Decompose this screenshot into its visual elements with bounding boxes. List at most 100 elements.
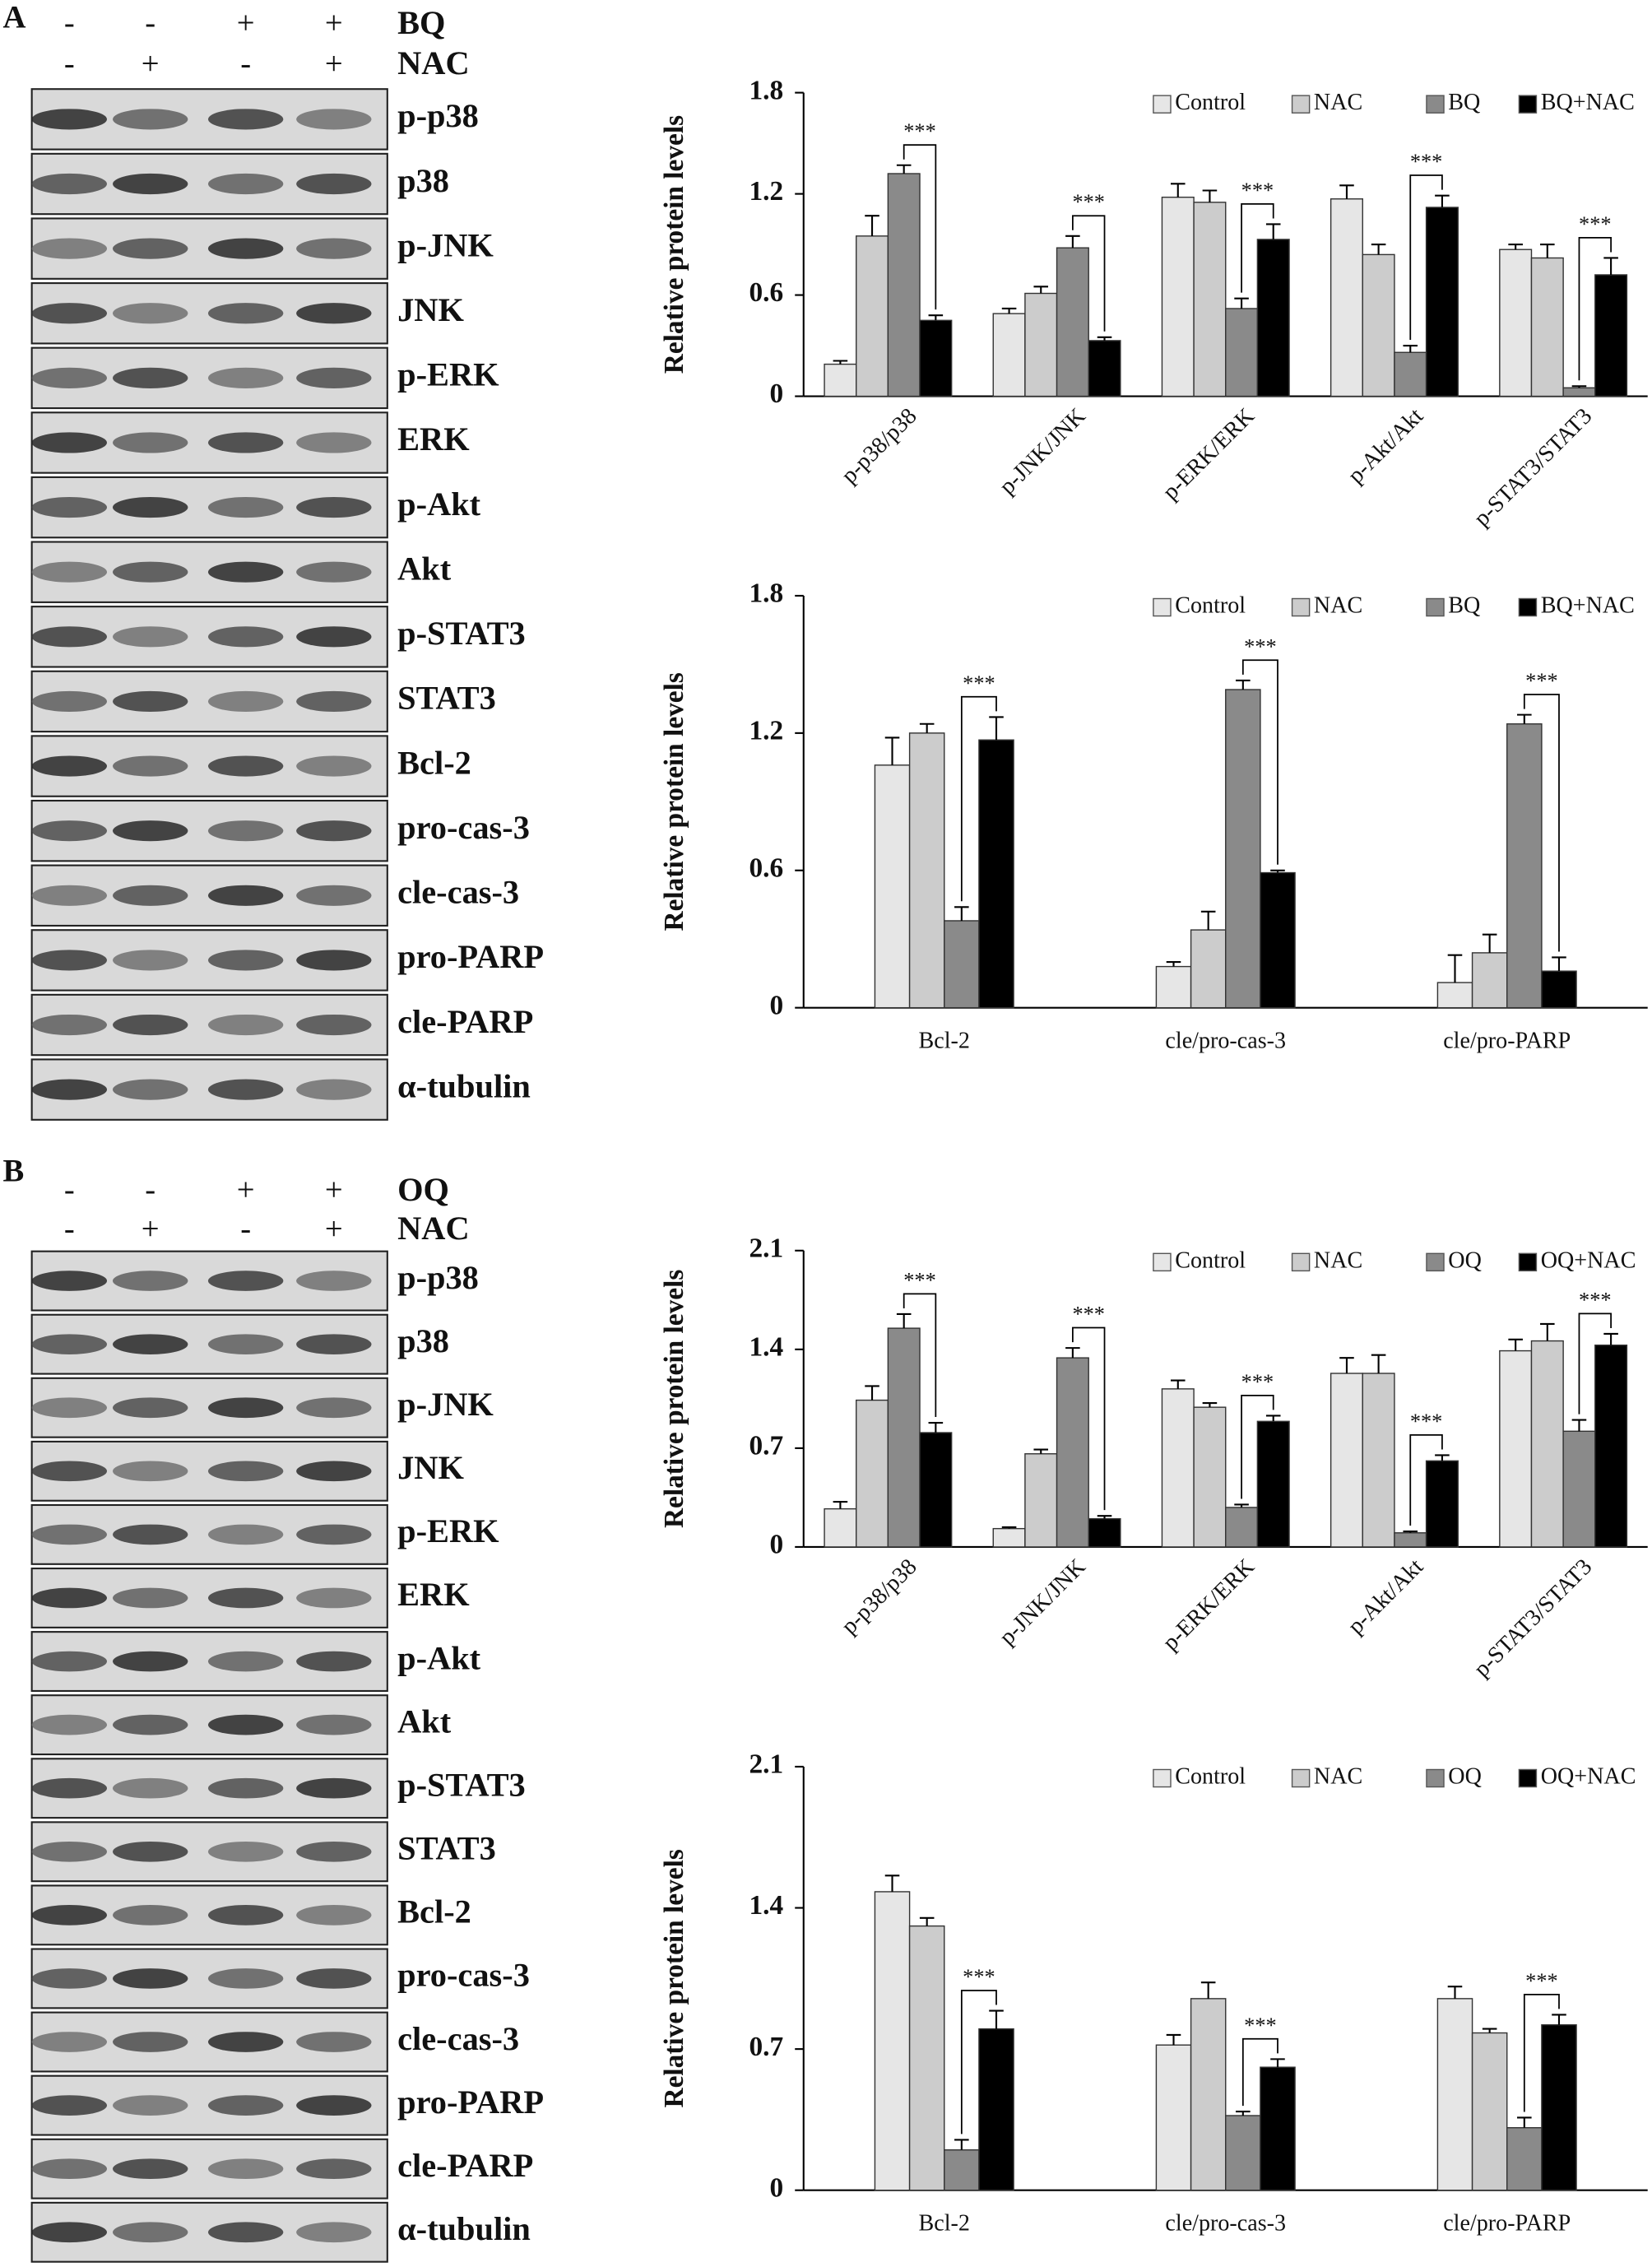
blot-band [113,1841,188,1862]
bar [1056,1357,1089,1548]
blot-band [113,1334,188,1354]
blot [30,1948,388,2009]
bar [1088,1517,1121,1548]
blot-band [113,690,188,713]
blot-band [113,1905,188,1926]
significance-bracket [1409,174,1443,341]
blot-band [113,1461,188,1482]
y-tick-label: 1.4 [749,1332,783,1363]
blot-band [113,755,188,777]
error-bar [1265,223,1281,239]
bar [1506,723,1543,1009]
legend-swatch [1518,1768,1538,1788]
blot [30,1058,388,1121]
y-tick-label: 1.4 [749,1890,783,1921]
blot-band [207,1587,284,1609]
blot-band [296,1905,372,1926]
legend-label: BQ+NAC [1541,90,1635,115]
x-tick-label: cle/pro-PARP [1443,1028,1571,1053]
blot-label: pro-cas-3 [397,809,530,846]
blot-band [31,497,108,518]
blot-band [296,820,372,842]
error-bar [1097,1515,1112,1519]
legend-label: BQ [1448,592,1480,618]
blot-band [296,950,372,971]
blot-band [113,1651,188,1672]
blot-band [31,1014,108,1036]
y-axis-label: Relative protein levels [659,115,689,374]
error-bar [1270,2058,1285,2068]
blot-band [296,432,372,453]
error-bar [1097,336,1112,341]
bar [1506,2127,1543,2191]
blot-band [296,367,372,388]
blot [30,1821,388,1883]
error-bar [919,1916,935,1926]
error-bar [954,906,969,921]
legend-swatch [1153,1252,1172,1272]
significance-bracket [960,1990,997,2135]
blot-band [207,950,284,971]
error-bar [1571,385,1587,388]
blot [30,1758,388,1819]
blot-band [296,755,372,777]
error-bar [1517,713,1532,724]
y-tick-label: 1.2 [749,176,783,207]
blot-band [296,303,372,324]
legend-label: BQ+NAC [1541,592,1635,618]
blot-label: p-ERK [397,356,499,393]
error-bar [896,164,912,174]
significance-bracket [1072,215,1106,332]
treatment-name: NAC [397,1210,470,1247]
blot-band [207,2032,284,2052]
blot-band [207,561,284,583]
bar [978,2028,1014,2191]
blot-band [296,2032,372,2052]
bar [992,1527,1026,1548]
error-bar [1571,1419,1587,1432]
blot-band [113,626,188,648]
treatment-sign: - [64,47,75,81]
blot-band [296,1651,372,1672]
blot-band [113,1524,188,1545]
blot-band [113,1397,188,1419]
blot-label: pro-PARP [397,938,544,975]
error-bar [1001,307,1017,314]
legend-swatch [1291,1768,1311,1788]
x-tick-label: Bcl-2 [919,1028,970,1053]
blot [30,2201,388,2263]
bar [1594,1344,1628,1548]
bar [1225,689,1261,1009]
bar [1436,1998,1473,2191]
error-bar [1371,244,1386,255]
significance-bracket [1523,694,1560,952]
bar [1594,274,1628,397]
bar [1193,1406,1227,1548]
blot-label: p38 [397,162,449,199]
blot-band [31,885,108,906]
blot-band [113,2222,188,2243]
blot-band [296,109,372,130]
blot-band [207,2095,284,2116]
blot-band [207,885,284,906]
error-bar [1482,2028,1497,2033]
error-bar [1265,1415,1281,1422]
blot-band [31,173,108,195]
bar [1562,387,1596,397]
bar [1260,2066,1296,2191]
blot-band [296,1714,372,1735]
y-tick-label: 0.7 [749,2032,783,2062]
blot-band [296,2095,372,2116]
bar [1225,308,1259,397]
bar [1541,970,1577,1009]
blot-band [31,950,108,971]
blot-band [296,885,372,906]
blot-band [296,690,372,713]
error-bar [1339,184,1354,199]
significance-label: *** [1410,1410,1443,1433]
y-tick-label: 2.1 [749,1233,783,1263]
legend-label: NAC [1314,592,1362,618]
legend-label: Control [1175,90,1246,115]
blot-band [207,690,284,713]
treatment-sign: - [240,47,251,81]
